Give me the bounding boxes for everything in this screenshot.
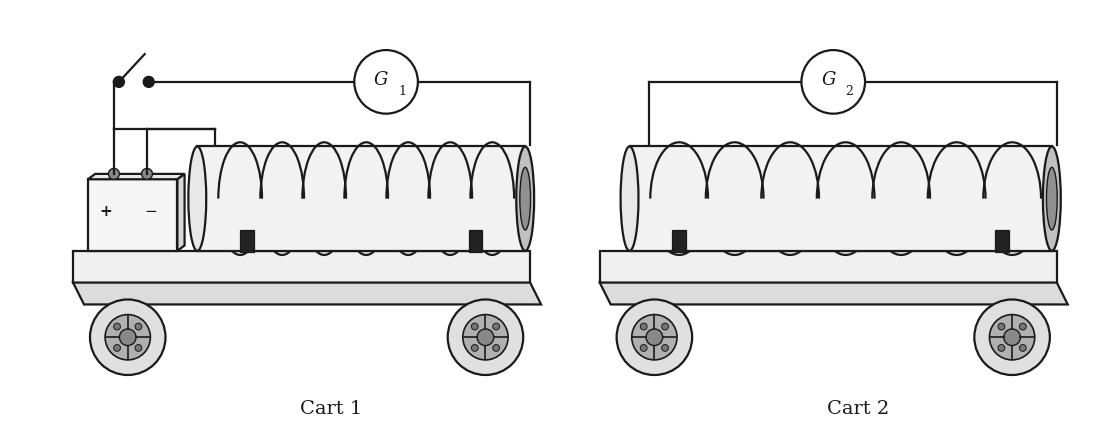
Circle shape xyxy=(141,169,153,179)
Circle shape xyxy=(989,314,1035,360)
Circle shape xyxy=(135,323,141,330)
Circle shape xyxy=(632,314,677,360)
Circle shape xyxy=(662,345,668,351)
Circle shape xyxy=(354,50,418,114)
Text: G: G xyxy=(821,71,836,89)
Ellipse shape xyxy=(188,146,206,251)
Circle shape xyxy=(105,314,150,360)
Circle shape xyxy=(471,345,478,351)
Text: G: G xyxy=(374,71,389,89)
Bar xyxy=(88,179,177,251)
Polygon shape xyxy=(88,174,185,179)
Text: 1: 1 xyxy=(398,85,405,98)
Circle shape xyxy=(662,323,668,330)
Bar xyxy=(995,230,1009,252)
Circle shape xyxy=(998,345,1005,351)
Bar xyxy=(629,146,1052,251)
Bar xyxy=(197,146,525,251)
Bar xyxy=(74,251,530,283)
Text: Cart 1: Cart 1 xyxy=(301,400,362,418)
Ellipse shape xyxy=(1043,146,1061,251)
Circle shape xyxy=(1019,345,1026,351)
Text: 2: 2 xyxy=(846,85,853,98)
Ellipse shape xyxy=(516,146,534,251)
Ellipse shape xyxy=(1046,167,1057,230)
Bar xyxy=(240,230,254,252)
Circle shape xyxy=(108,169,119,179)
Circle shape xyxy=(135,345,141,351)
Circle shape xyxy=(492,345,499,351)
Circle shape xyxy=(144,76,154,87)
Text: −: − xyxy=(144,204,157,219)
Circle shape xyxy=(90,300,166,375)
Circle shape xyxy=(114,323,120,330)
Circle shape xyxy=(462,314,508,360)
Circle shape xyxy=(998,323,1005,330)
Bar xyxy=(672,230,686,252)
Circle shape xyxy=(114,345,120,351)
Circle shape xyxy=(1019,323,1026,330)
Circle shape xyxy=(471,323,478,330)
Circle shape xyxy=(448,300,524,375)
Circle shape xyxy=(114,76,125,87)
Circle shape xyxy=(119,329,136,346)
Bar xyxy=(469,230,482,252)
Polygon shape xyxy=(599,283,1067,304)
Circle shape xyxy=(975,300,1049,375)
Circle shape xyxy=(617,300,692,375)
Circle shape xyxy=(646,329,663,346)
Ellipse shape xyxy=(520,167,530,230)
Polygon shape xyxy=(74,283,541,304)
Ellipse shape xyxy=(620,146,638,251)
Circle shape xyxy=(492,323,499,330)
Text: Cart 2: Cart 2 xyxy=(827,400,889,418)
Bar xyxy=(599,251,1057,283)
Circle shape xyxy=(477,329,494,346)
Circle shape xyxy=(641,345,647,351)
Polygon shape xyxy=(177,174,185,251)
Circle shape xyxy=(1004,329,1020,346)
Circle shape xyxy=(641,323,647,330)
Circle shape xyxy=(801,50,866,114)
Text: +: + xyxy=(99,204,113,219)
